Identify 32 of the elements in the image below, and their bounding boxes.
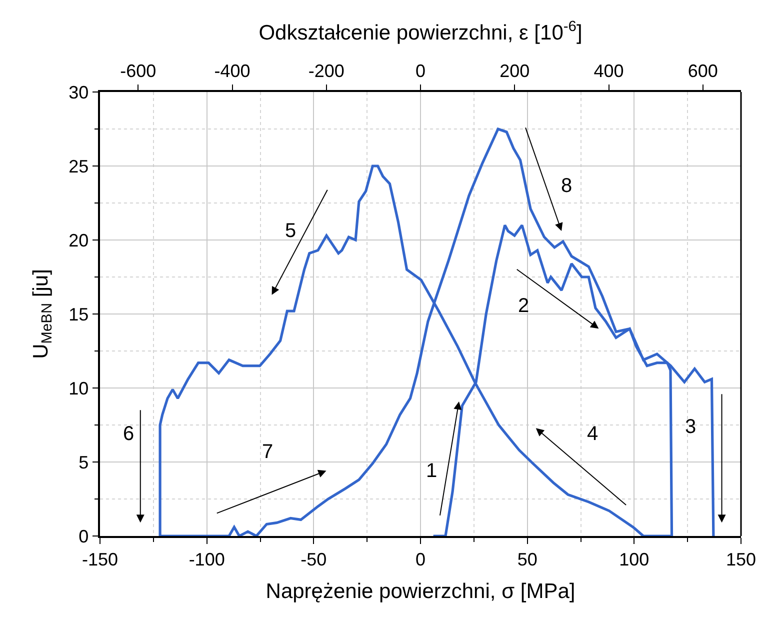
x2-tick-label: 0 bbox=[415, 61, 426, 82]
line-series bbox=[158, 128, 715, 536]
x2-tick-label: 200 bbox=[500, 61, 530, 82]
annotation: 4 bbox=[587, 423, 598, 445]
y-tick-label: 30 bbox=[68, 82, 89, 102]
x-tick-label: 150 bbox=[726, 549, 756, 570]
x-tick-label: -150 bbox=[82, 549, 118, 570]
annotation: 7 bbox=[262, 441, 274, 463]
annotation: 3 bbox=[685, 416, 696, 438]
annotation: 6 bbox=[123, 423, 134, 445]
x2-tick-label: -200 bbox=[308, 61, 344, 82]
y-tick-label: 25 bbox=[68, 156, 89, 176]
y-tick-label: 5 bbox=[78, 452, 89, 472]
annotation: 1 bbox=[426, 460, 438, 482]
annotation: 5 bbox=[285, 220, 296, 242]
y-tick-label: 20 bbox=[68, 230, 89, 250]
x2-tick-label: -400 bbox=[214, 61, 250, 82]
x2-axis-title: Odkształcenie powierzchni, ε [10$^{-6}$] bbox=[258, 18, 582, 45]
x2-tick-label: -600 bbox=[120, 61, 156, 82]
x-axis-title: Naprężenie powierzchni, σ [MPa] bbox=[266, 580, 576, 604]
x-tick-label: 50 bbox=[517, 549, 538, 570]
x-tick-label: -50 bbox=[300, 549, 327, 570]
y-tick-label: 0 bbox=[78, 526, 89, 546]
x-tick-label: 100 bbox=[619, 549, 650, 570]
x2-tick-label: 600 bbox=[688, 61, 718, 82]
y-tick-label: 15 bbox=[68, 304, 89, 324]
x-tick-label: -100 bbox=[188, 549, 225, 570]
x2-tick-label: 400 bbox=[594, 61, 624, 82]
annotation: 2 bbox=[518, 295, 530, 317]
y-tick-label: 10 bbox=[68, 378, 89, 398]
annotation: 8 bbox=[561, 175, 572, 197]
x-tick-label: 0 bbox=[415, 549, 426, 570]
